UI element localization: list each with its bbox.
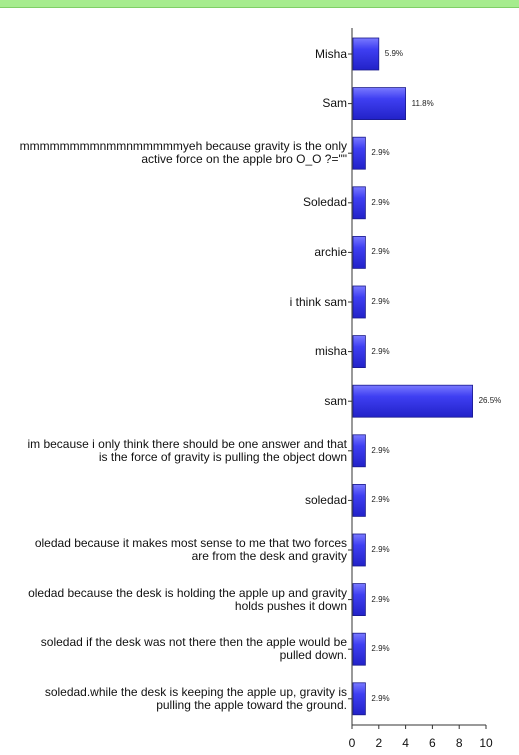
x-tick-label: 6 bbox=[429, 736, 436, 750]
bar bbox=[352, 583, 366, 616]
category-label: i think sam bbox=[289, 294, 347, 309]
category-label: oledad because the desk is holding the a… bbox=[28, 585, 347, 613]
bar-value-label: 2.9% bbox=[371, 297, 390, 306]
x-tick-label: 2 bbox=[375, 736, 383, 750]
category-label: soledad.while the desk is keeping the ap… bbox=[44, 684, 347, 712]
bar-value-label: 2.9% bbox=[371, 197, 390, 207]
x-tick-label: 0 bbox=[348, 736, 356, 750]
category-label: soledad if the desk was not there then t… bbox=[40, 635, 347, 663]
category-label: Sam bbox=[322, 96, 347, 111]
bar-value-label: 11.8% bbox=[411, 98, 434, 108]
category-label: im because i only think there should be … bbox=[27, 436, 347, 464]
bar-value-label: 2.9% bbox=[371, 247, 390, 257]
category-label: Soledad bbox=[302, 195, 347, 210]
top-banner bbox=[0, 0, 519, 8]
bar bbox=[352, 136, 366, 170]
bar bbox=[352, 285, 366, 319]
bar bbox=[352, 37, 380, 71]
bar bbox=[352, 533, 366, 567]
bar bbox=[352, 483, 366, 517]
bar-value-label: 5.9% bbox=[384, 49, 404, 58]
bar bbox=[352, 335, 366, 369]
bar bbox=[352, 186, 366, 220]
x-tick-label: 4 bbox=[402, 736, 409, 750]
category-label: mmmmmmmmnmmnmmmmmyeh because gravity is … bbox=[19, 139, 347, 167]
bar-value-label: 2.9% bbox=[371, 545, 390, 554]
bar-value-label: 2.9% bbox=[371, 495, 390, 505]
bar-value-label: 2.9% bbox=[371, 594, 390, 604]
bar bbox=[352, 434, 366, 468]
category-label: Misha bbox=[314, 46, 347, 61]
bar-value-label: 2.9% bbox=[371, 644, 390, 654]
x-tick-label: 8 bbox=[455, 736, 463, 750]
bar-value-label: 26.5% bbox=[478, 396, 502, 406]
category-label: archie bbox=[314, 244, 347, 259]
bar bbox=[352, 384, 473, 418]
bar bbox=[352, 87, 406, 120]
category-label: sam bbox=[324, 393, 347, 408]
bar-value-label: 2.9% bbox=[371, 148, 390, 158]
bar-value-label: 2.9% bbox=[371, 445, 390, 455]
bar bbox=[352, 632, 366, 666]
category-label: oledad because it makes most sense to me… bbox=[34, 536, 347, 563]
bar bbox=[352, 235, 366, 269]
x-tick-label: 10 bbox=[479, 736, 493, 750]
category-label: soledad bbox=[304, 492, 347, 507]
bar-value-label: 2.9% bbox=[371, 693, 390, 703]
category-label: misha bbox=[314, 344, 347, 359]
bar-value-label: 2.9% bbox=[371, 346, 390, 356]
bar bbox=[352, 682, 366, 716]
